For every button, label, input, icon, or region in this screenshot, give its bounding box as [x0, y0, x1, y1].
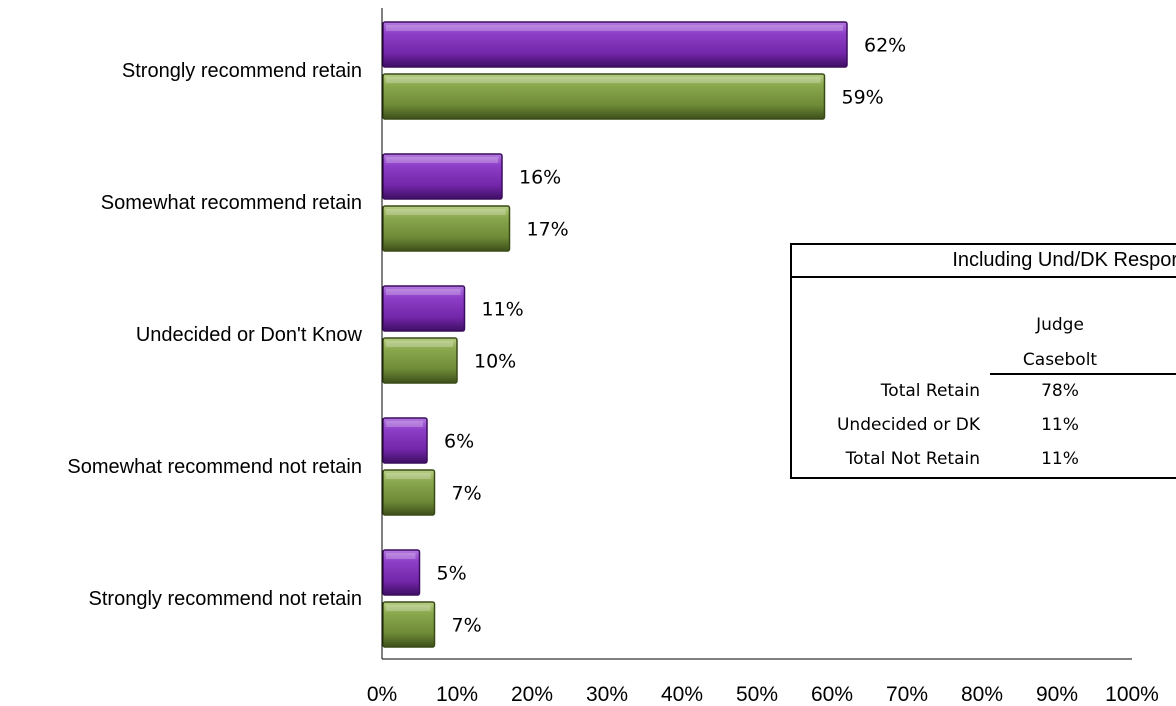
column-header-rule	[990, 373, 1176, 375]
bar-highlight	[386, 473, 431, 479]
data-label: 17%	[527, 219, 569, 241]
data-label: 6%	[444, 431, 474, 453]
bar-highlight	[386, 421, 423, 427]
category-label: Somewhat recommend not retain	[67, 456, 362, 478]
x-tick-label: 80%	[961, 683, 1003, 706]
data-label: 10%	[474, 351, 516, 373]
data-label: 7%	[452, 483, 482, 505]
x-tick-label: 20%	[511, 683, 553, 706]
row-label-total-not-retain: Total Not Retain	[845, 449, 980, 469]
x-tick-label: 40%	[661, 683, 703, 706]
bar-highlight	[386, 289, 461, 295]
bar-highlight	[386, 553, 416, 559]
bar-series-1	[382, 21, 848, 68]
category-label: Undecided or Don't Know	[136, 324, 363, 346]
bar-series-2	[382, 469, 436, 516]
column-header-casebolt: Casebolt	[1022, 350, 1098, 370]
bar-series-2	[382, 205, 511, 252]
summary-table: Including Und/DK Respor Judge Casebolt T…	[790, 243, 1176, 479]
bar-series-2	[382, 337, 458, 384]
bar-series-1	[382, 417, 428, 464]
row-label-total-retain: Total Retain	[880, 381, 980, 401]
category-label: Strongly recommend retain	[122, 60, 362, 82]
bar-highlight	[386, 605, 431, 611]
x-tick-label: 100%	[1105, 683, 1159, 706]
bar-series-1	[382, 285, 466, 332]
x-tick-label: 60%	[811, 683, 853, 706]
x-tick-label: 0%	[367, 683, 397, 706]
row-value-undecided: 11%	[1041, 415, 1079, 435]
data-label: 62%	[864, 35, 906, 57]
data-label: 16%	[519, 167, 561, 189]
data-label: 11%	[482, 299, 524, 321]
bar-highlight	[386, 341, 453, 347]
summary-table-title: Including Und/DK Respor	[792, 245, 1176, 278]
x-tick-label: 50%	[736, 683, 778, 706]
category-label: Strongly recommend not retain	[89, 588, 362, 610]
row-value-total-retain: 78%	[1041, 381, 1079, 401]
bar-series-2	[382, 73, 826, 120]
bar-series-1	[382, 549, 421, 596]
bar-series-2	[382, 601, 436, 648]
column-header-judge: Judge	[1036, 315, 1084, 335]
data-label: 7%	[452, 615, 482, 637]
bar-highlight	[386, 77, 821, 83]
data-label: 59%	[842, 87, 884, 109]
data-label: 5%	[437, 563, 467, 585]
row-value-total-not-retain: 11%	[1041, 449, 1079, 469]
x-tick-label: 30%	[586, 683, 628, 706]
x-tick-label: 70%	[886, 683, 928, 706]
x-tick-label: 10%	[436, 683, 478, 706]
bar-series-1	[382, 153, 503, 200]
category-label: Somewhat recommend retain	[101, 192, 362, 214]
x-tick-label: 90%	[1036, 683, 1078, 706]
bar-highlight	[386, 157, 498, 163]
row-label-undecided: Undecided or DK	[836, 415, 980, 435]
bar-highlight	[386, 209, 506, 215]
bar-highlight	[386, 25, 843, 31]
